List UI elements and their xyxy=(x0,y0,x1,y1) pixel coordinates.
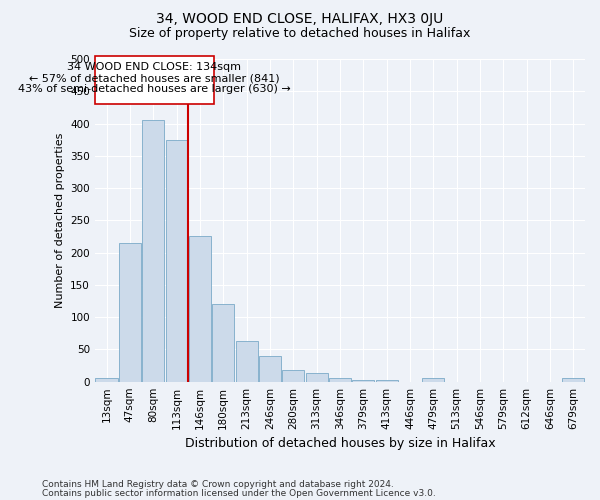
Bar xyxy=(329,378,351,382)
Bar xyxy=(95,378,118,382)
Bar xyxy=(352,380,374,382)
Text: Contains HM Land Registry data © Crown copyright and database right 2024.: Contains HM Land Registry data © Crown c… xyxy=(42,480,394,489)
Text: Contains public sector information licensed under the Open Government Licence v3: Contains public sector information licen… xyxy=(42,488,436,498)
Bar xyxy=(259,356,281,382)
Bar xyxy=(119,243,141,382)
Bar xyxy=(189,236,211,382)
Bar xyxy=(282,370,304,382)
Text: 34 WOOD END CLOSE: 134sqm: 34 WOOD END CLOSE: 134sqm xyxy=(67,62,241,72)
Bar xyxy=(236,341,257,382)
Bar xyxy=(422,378,445,382)
Text: ← 57% of detached houses are smaller (841): ← 57% of detached houses are smaller (84… xyxy=(29,73,280,83)
Bar xyxy=(166,140,188,382)
Bar xyxy=(305,374,328,382)
Bar xyxy=(376,380,398,382)
Text: Size of property relative to detached houses in Halifax: Size of property relative to detached ho… xyxy=(130,28,470,40)
Bar xyxy=(212,304,235,382)
Text: 34, WOOD END CLOSE, HALIFAX, HX3 0JU: 34, WOOD END CLOSE, HALIFAX, HX3 0JU xyxy=(157,12,443,26)
Bar xyxy=(562,378,584,382)
Text: 43% of semi-detached houses are larger (630) →: 43% of semi-detached houses are larger (… xyxy=(18,84,291,94)
X-axis label: Distribution of detached houses by size in Halifax: Distribution of detached houses by size … xyxy=(185,437,495,450)
FancyBboxPatch shape xyxy=(95,56,214,104)
Bar xyxy=(142,120,164,382)
Y-axis label: Number of detached properties: Number of detached properties xyxy=(55,132,65,308)
